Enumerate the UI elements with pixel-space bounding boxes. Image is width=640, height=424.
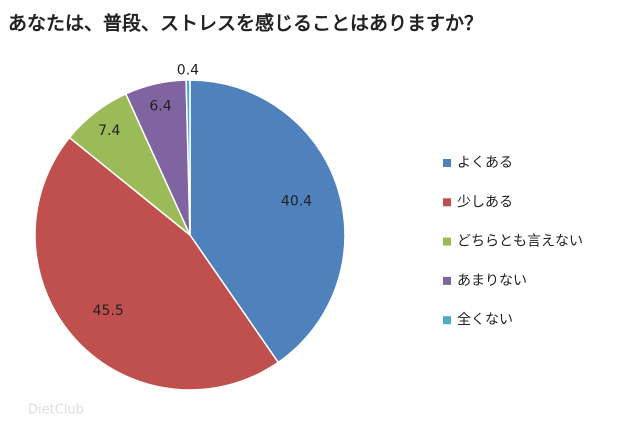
pie-slice (34, 136, 280, 391)
pie-slice (189, 79, 346, 364)
data-label: 45.5 (93, 303, 124, 319)
legend-label: 少しある (457, 194, 513, 210)
data-label: 0.4 (177, 63, 199, 79)
legend-label: あまりない (457, 273, 527, 289)
legend-label: よくある (457, 155, 513, 171)
chart-title: あなたは、普段、ストレスを感じることはありますか？ (8, 12, 483, 35)
legend-label: 全くない (457, 311, 513, 328)
legend-swatch (443, 316, 451, 325)
pie: 40.4 45.5 7.4 6.4 0.4 (34, 63, 346, 391)
legend-swatch (443, 276, 451, 285)
legend-swatch (443, 198, 451, 207)
data-label: 7.4 (98, 123, 120, 139)
data-label: 6.4 (149, 99, 171, 115)
data-label: 40.4 (281, 194, 312, 210)
legend-swatch (443, 237, 451, 246)
watermark: DietClub (28, 403, 84, 418)
legend-swatch (443, 159, 451, 167)
legend-label: どちらとも言えない (457, 234, 583, 250)
pie-slice (185, 79, 191, 236)
